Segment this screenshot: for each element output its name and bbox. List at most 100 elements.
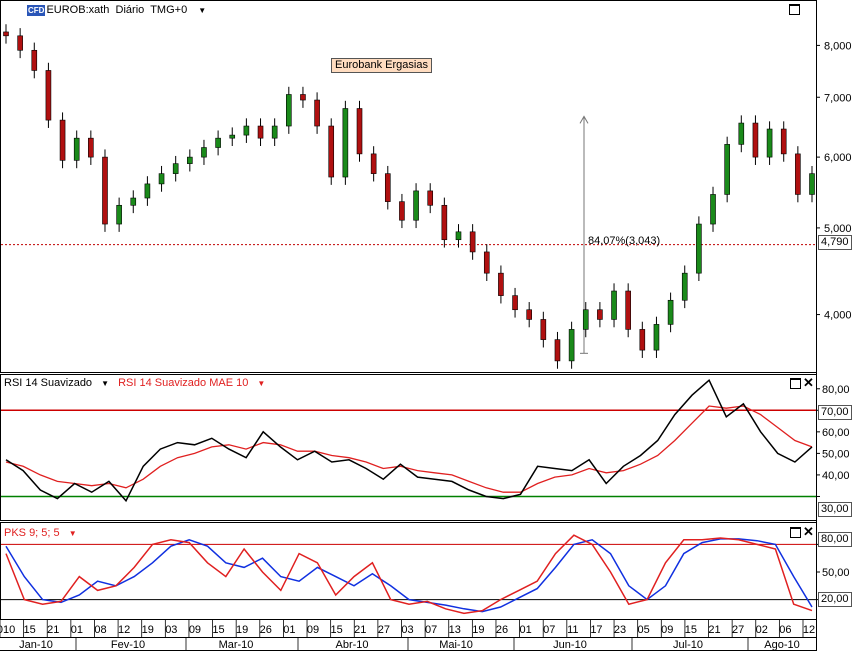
candle-body	[399, 201, 405, 221]
x-day-tick-label: 19	[236, 624, 248, 636]
candle-body	[215, 137, 221, 148]
candle-body	[130, 197, 137, 206]
price-y-tick-label: 5,000	[824, 223, 852, 235]
rsi-y-tick-label: 60,00	[822, 427, 850, 439]
candle-body	[625, 290, 631, 330]
price-y-tick-label: 7,000	[824, 92, 852, 104]
chart-header: CFD EUROB:xath Diário TMG+0 ▼	[27, 4, 206, 16]
rsi-ma-dropdown-icon[interactable]: ▼	[257, 379, 266, 388]
pks-y-tick-label: 50,00	[822, 567, 850, 579]
x-day-tick-label: 010	[0, 624, 15, 636]
candle-body	[681, 272, 688, 301]
rsi-ma-title: RSI 14 Suavizado MAE 10	[118, 377, 249, 389]
x-day-tick-label: 01	[519, 624, 531, 636]
x-day-tick-label: 05	[638, 624, 650, 636]
x-day-tick-label: 06	[779, 624, 791, 636]
pks-lower-tag: 20,00	[818, 592, 852, 607]
candle-body	[809, 173, 815, 195]
candle-body	[3, 31, 9, 37]
candle-body	[483, 251, 490, 274]
pks-header: PKS 9; 5; 5 ▼	[4, 527, 77, 539]
candle-body	[639, 329, 646, 351]
candle-body	[611, 290, 617, 320]
candle-body	[568, 329, 575, 362]
candle-body	[187, 156, 193, 164]
rsi-header: RSI 14 Suavizado ▼ RSI 14 Suavizado MAE …	[4, 377, 265, 389]
candlesticks	[3, 24, 815, 369]
price-y-axis: 8,000 7,000 6,000 5,000 4,000	[816, 40, 852, 322]
candle-body	[384, 173, 391, 202]
x-day-tick-label: 21	[708, 624, 720, 636]
candle-body	[738, 122, 745, 145]
x-day-tick-label: 07	[425, 624, 437, 636]
candle-body	[88, 137, 94, 158]
measure-label: 84,07%(3,043)	[588, 235, 660, 247]
candle-body	[370, 153, 377, 174]
x-month-tick-label: Mai-10	[439, 639, 473, 651]
rsi-line	[5, 378, 813, 503]
candle-body	[540, 319, 547, 340]
candle-body	[229, 134, 236, 139]
candle-body	[172, 163, 179, 174]
candle-body	[243, 125, 250, 136]
candle-body	[201, 147, 207, 158]
x-day-tick-label: 27	[732, 624, 744, 636]
candle-body	[271, 125, 278, 139]
x-month-tick-label: Jun-10	[553, 639, 587, 651]
candle-body	[441, 204, 448, 241]
x-day-tick-label: 09	[189, 624, 201, 636]
x-month-tick-label: Abr-10	[335, 639, 368, 651]
pks-dropdown-icon[interactable]: ▼	[68, 529, 77, 538]
x-day-tick-label: 12	[118, 624, 130, 636]
x-day-tick-label: 17	[590, 624, 602, 636]
rsi-close-icon[interactable]: ✕	[803, 375, 814, 390]
pks-fast-line	[5, 534, 813, 615]
candle-body	[710, 194, 716, 225]
candle-body	[17, 35, 23, 51]
x-day-tick-label: 27	[378, 624, 390, 636]
x-day-tick-label: 23	[614, 624, 626, 636]
candle-body	[73, 137, 80, 161]
pks-close-icon[interactable]: ✕	[803, 524, 814, 539]
x-day-tick-label: 21	[47, 624, 59, 636]
rsi-y-tick-label: 80,00	[822, 384, 850, 396]
candle-body	[59, 119, 66, 161]
pks-maximize-icon[interactable]	[790, 527, 801, 538]
x-day-tick-label: 15	[212, 624, 224, 636]
x-day-tick-label: 01	[71, 624, 83, 636]
candle-body	[45, 70, 52, 121]
measure-arrow-head	[579, 115, 589, 124]
pks-panel-frame	[0, 522, 817, 620]
price-maximize-icon[interactable]	[789, 4, 800, 15]
rsi-dropdown-icon[interactable]: ▼	[101, 379, 110, 388]
pks-upper-tag: 80,00	[818, 532, 852, 547]
pks-slow-line	[5, 538, 813, 613]
candle-body	[286, 94, 292, 127]
x-day-tick-label: 15	[685, 624, 697, 636]
timezone-label: TMG+0	[150, 4, 188, 16]
x-day-tick-label: 11	[567, 624, 578, 636]
candle-body	[356, 108, 363, 155]
instrument-name-tag: Eurobank Ergasias	[331, 58, 432, 73]
candle-body	[469, 231, 476, 253]
period-label: Diário	[115, 4, 145, 16]
x-day-tick-label: 15	[23, 624, 35, 636]
x-day-tick-label: 01	[283, 624, 295, 636]
candle-body	[766, 128, 773, 158]
candle-body	[554, 339, 561, 362]
candle-body	[116, 204, 122, 225]
x-month-tick-label: Fev-10	[111, 639, 145, 651]
candle-body	[328, 125, 335, 178]
header-dropdown-icon[interactable]: ▼	[198, 6, 207, 15]
candle-body	[31, 49, 38, 71]
x-month-tick-label: Mar-10	[219, 639, 254, 651]
x-day-tick-label: 26	[260, 624, 272, 636]
x-month-tick-label: Jul-10	[673, 639, 703, 651]
candle-body	[512, 295, 518, 311]
candle-body	[526, 309, 532, 320]
candle-body	[582, 309, 589, 330]
candle-body	[724, 144, 730, 195]
rsi-maximize-icon[interactable]	[790, 378, 801, 389]
x-day-tick-label: 03	[401, 624, 413, 636]
